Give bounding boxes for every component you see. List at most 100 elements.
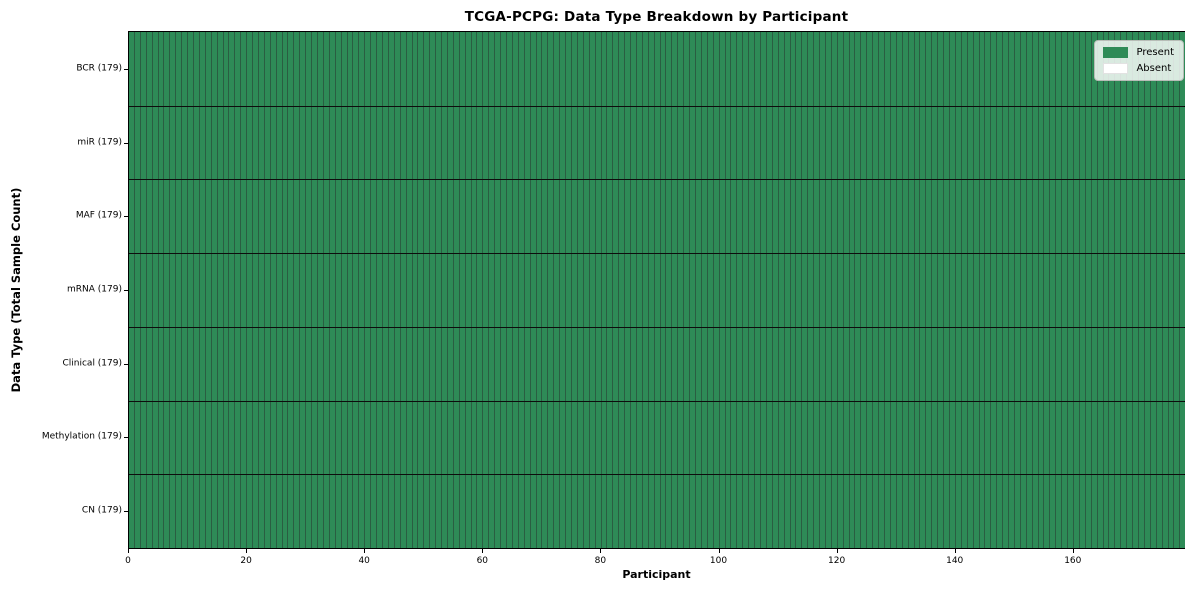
heatmap-cell xyxy=(281,475,288,548)
heatmap-cell xyxy=(1055,32,1062,106)
heatmap-cell xyxy=(553,475,560,548)
heatmap-cell xyxy=(570,401,577,475)
heatmap-cell xyxy=(860,32,867,106)
heatmap-cell xyxy=(234,401,241,475)
heatmap-cell xyxy=(878,106,884,180)
heatmap-cell xyxy=(807,327,814,401)
heatmap-cell xyxy=(252,254,258,327)
heatmap-cell xyxy=(978,475,985,548)
heatmap-cell xyxy=(588,180,595,254)
heatmap-cell xyxy=(458,254,465,327)
heatmap-cell xyxy=(706,180,713,254)
heatmap-cell xyxy=(954,180,961,254)
y-tick-mark xyxy=(124,437,128,439)
heatmap-cell xyxy=(305,254,312,327)
heatmap-cell xyxy=(1096,180,1103,254)
heatmap-cell xyxy=(139,327,146,401)
heatmap-cell xyxy=(653,106,660,180)
heatmap-cell xyxy=(376,401,382,475)
heatmap-cell xyxy=(824,180,831,254)
heatmap-cell xyxy=(624,254,631,327)
heatmap-cell xyxy=(742,180,749,254)
heatmap-cell xyxy=(1155,475,1162,548)
heatmap-cell xyxy=(895,32,902,106)
heatmap-cell xyxy=(334,254,341,327)
heatmap-cell xyxy=(1067,254,1073,327)
heatmap-cell xyxy=(553,106,560,180)
heatmap-cell xyxy=(287,106,294,180)
heatmap-cell xyxy=(830,32,837,106)
heatmap-cell xyxy=(683,180,690,254)
heatmap-cell xyxy=(630,254,636,327)
heatmap-cell xyxy=(446,254,453,327)
heatmap-cell xyxy=(464,180,471,254)
heatmap-cell xyxy=(807,401,814,475)
heatmap-cell xyxy=(192,180,199,254)
heatmap-cell xyxy=(801,254,808,327)
heatmap-cell xyxy=(665,475,672,548)
heatmap-cell xyxy=(954,327,961,401)
heatmap-cell xyxy=(234,32,241,106)
heatmap-cell xyxy=(399,106,406,180)
heatmap-cell xyxy=(139,180,146,254)
heatmap-cell xyxy=(311,180,317,254)
heatmap-cell xyxy=(151,32,158,106)
heatmap-cell xyxy=(1019,180,1026,254)
heatmap-cell xyxy=(210,475,217,548)
heatmap-cell xyxy=(470,401,477,475)
heatmap-cell xyxy=(700,106,707,180)
heatmap-cell xyxy=(1167,475,1174,548)
heatmap-cell xyxy=(446,327,453,401)
heatmap-cell xyxy=(576,401,583,475)
heatmap-cell xyxy=(807,254,814,327)
heatmap-cell xyxy=(269,401,276,475)
heatmap-cell xyxy=(677,32,684,106)
heatmap-cell xyxy=(198,32,205,106)
heatmap-cell xyxy=(328,106,335,180)
heatmap-cell xyxy=(263,327,270,401)
heatmap-cell xyxy=(842,254,849,327)
heatmap-cell xyxy=(1043,106,1050,180)
heatmap-cell xyxy=(423,32,430,106)
heatmap-cell xyxy=(1114,106,1121,180)
heatmap-cell xyxy=(252,106,258,180)
heatmap-cell xyxy=(269,32,276,106)
heatmap-cell xyxy=(1049,254,1056,327)
heatmap-cell xyxy=(364,327,371,401)
heatmap-cell xyxy=(1143,254,1150,327)
heatmap-cell xyxy=(641,475,648,548)
heatmap-cell xyxy=(612,475,619,548)
heatmap-cell xyxy=(777,32,784,106)
heatmap-cell xyxy=(819,180,825,254)
heatmap-cell xyxy=(446,401,453,475)
heatmap-cell xyxy=(966,475,973,548)
heatmap-cell xyxy=(1161,106,1168,180)
heatmap-cell xyxy=(252,475,258,548)
heatmap-cell xyxy=(872,401,879,475)
heatmap-cell xyxy=(931,475,938,548)
heatmap-cell xyxy=(1067,106,1073,180)
heatmap-cell xyxy=(1102,180,1109,254)
heatmap-cell xyxy=(452,401,459,475)
heatmap-cell xyxy=(759,254,766,327)
heatmap-cell xyxy=(151,254,158,327)
heatmap-cell xyxy=(1019,401,1026,475)
heatmap-cell xyxy=(848,106,855,180)
heatmap-cell xyxy=(937,327,944,401)
heatmap-cell xyxy=(169,32,176,106)
heatmap-cell xyxy=(157,254,164,327)
heatmap-cell xyxy=(287,401,294,475)
heatmap-cell xyxy=(464,106,471,180)
heatmap-cell xyxy=(169,475,176,548)
heatmap-cell xyxy=(547,106,554,180)
heatmap-cell xyxy=(452,180,459,254)
heatmap-cell xyxy=(1055,401,1062,475)
heatmap-cell xyxy=(948,32,955,106)
heatmap-cell xyxy=(1096,475,1103,548)
heatmap-cell xyxy=(216,327,223,401)
heatmap-cell xyxy=(990,401,997,475)
heatmap-cell xyxy=(618,180,625,254)
heatmap-cell xyxy=(618,475,625,548)
heatmap-cell xyxy=(1008,401,1014,475)
heatmap-cell xyxy=(529,106,536,180)
